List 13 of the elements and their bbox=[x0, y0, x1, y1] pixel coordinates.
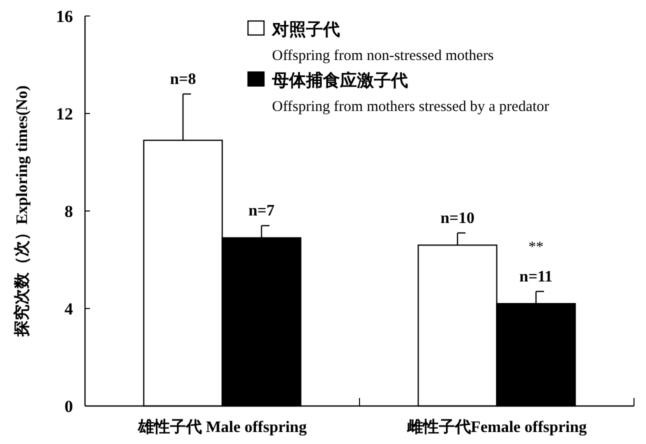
x-tick-label: 雄性子代 Male offspring bbox=[136, 418, 307, 436]
y-tick-label: 16 bbox=[56, 7, 73, 26]
y-axis-title: 探究次数（次）Exploring times(No) bbox=[13, 85, 31, 338]
annotation: n=8 bbox=[170, 71, 196, 88]
annotation: ** bbox=[528, 239, 544, 256]
y-tick-label: 8 bbox=[64, 202, 73, 221]
annotation: n=10 bbox=[440, 210, 475, 227]
y-tick-label: 12 bbox=[56, 104, 73, 124]
annotation: n=7 bbox=[248, 202, 275, 220]
annotation: n=11 bbox=[519, 268, 553, 286]
y-tick-label: 0 bbox=[64, 397, 73, 416]
x-tick-label: 雌性子代Female offspring bbox=[406, 418, 587, 436]
y-tick-label: 4 bbox=[64, 300, 74, 318]
